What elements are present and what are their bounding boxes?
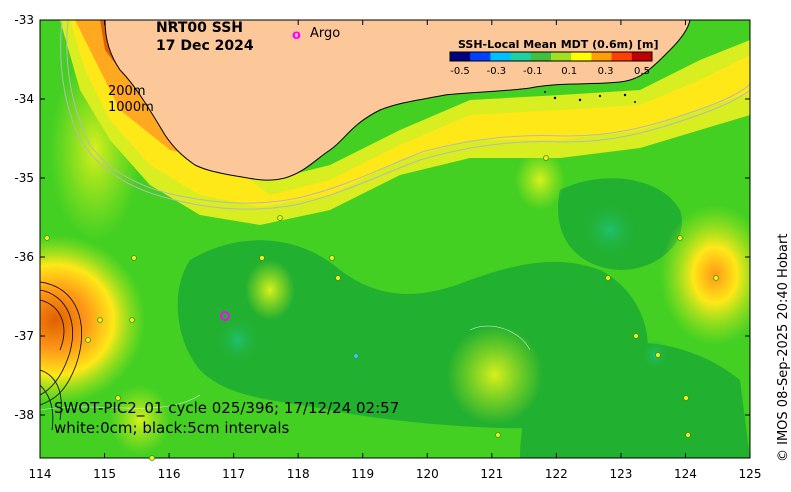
swot-pass-annotation: SWOT-PIC2_01 cycle 025/396; 17/12/24 02:… [54,399,400,417]
float-marker [44,235,50,241]
colorbar-segment [631,52,653,61]
isobaths [60,20,750,210]
isobath-1000m-label: 1000m [108,100,154,115]
isobath-200m-label: 200m [108,84,146,99]
x-tick-label: 116 [158,467,181,481]
colorbar-segment [450,52,471,61]
x-tick-label: 125 [739,467,762,481]
colorbar-tick-label: -0.3 [487,66,507,77]
float-marker [329,255,335,261]
argo-legend-symbol: o [292,28,301,43]
float-marker [713,275,719,281]
colorbar-segment [530,52,552,61]
y-tick-label: -33 [14,13,34,27]
float-marker [543,155,549,161]
x-tick-label: 119 [351,467,374,481]
contour-intervals-annotation: white:0cm; black:5cm intervals [54,419,290,437]
float-marker [683,395,689,401]
float-marker [633,333,639,339]
black-contours [40,281,83,431]
colorbar-segment [490,52,512,61]
east-warm-eddy [660,205,750,345]
x-tick-label: 120 [416,467,439,481]
float-marker [655,352,661,358]
float-marker [605,275,611,281]
colorbar-tick-label: -0.1 [523,66,543,77]
x-tick-label: 122 [545,467,568,481]
teal-eddy-1 [580,200,640,260]
x-tick-label: 115 [93,467,116,481]
colorbar-tick-label: -0.5 [450,66,470,77]
colorbar-tick-label: 0.5 [634,66,650,77]
x-tick-label: 121 [480,467,503,481]
colorbar-frame [449,51,653,62]
y-tick-label: -38 [14,408,34,422]
colorbar-segment [470,52,491,61]
y-tick-label: -37 [14,329,34,343]
colorbar-segment [591,52,613,61]
colorbar-tick-label: 0.3 [598,66,614,77]
x-tick-label: 124 [674,467,697,481]
copyright: © IMOS 08-Sep-2025 20:40 Hobart [776,233,791,462]
white-zero-contour [40,325,531,411]
high-patch-1 [447,325,543,425]
float-marker [259,255,265,261]
x-tick-label: 123 [609,467,632,481]
colorbar-segment [551,52,572,61]
float-marker [97,317,103,323]
colorbar-title: SSH-Local Mean MDT (0.6m) [m] [458,38,659,51]
float-marker [131,255,137,261]
float-marker [335,275,341,281]
x-tick-label: 114 [29,467,52,481]
float-marker [115,395,121,401]
x-tick-label: 118 [287,467,310,481]
float-marker [495,432,501,438]
high-patch-2 [515,150,565,210]
map-title: NRT00 SSH [156,20,244,36]
colorbar-segment [611,52,633,61]
y-tick-label: -35 [14,171,34,185]
argo-legend-label: Argo [310,26,341,41]
teal-eddy-2 [214,314,262,366]
float-marker [277,215,283,221]
float-marker [85,337,91,343]
y-tick-label: -36 [14,250,34,264]
float-marker [685,432,691,438]
coastal-islands [544,91,636,103]
float-marker [353,353,359,359]
colorbar-segment [510,52,532,61]
teal-eddy-3 [641,339,669,371]
float-marker [677,235,683,241]
float-marker [129,317,135,323]
x-tick-label: 117 [222,467,245,481]
plot-frame [39,19,751,459]
high-patch-3 [245,260,295,320]
x-axis: 114 115 116 117 118 119 120 121 122 123 124 125 [29,20,762,481]
low-region-south [520,342,750,458]
argo-float-highlight [220,311,230,321]
map-date: 17 Dec 2024 [156,38,254,54]
y-tick-label: -34 [14,92,34,106]
colorbar-tick-label: 0.1 [561,66,577,77]
y-axis: -33 -34 -35 -36 -37 -38 [14,13,750,422]
colorbar: -0.5 -0.3 -0.1 0.1 0.3 0.5 [449,51,653,77]
colorbar-segment [571,52,592,61]
high-patch-4 [110,385,170,455]
float-marker [149,455,155,461]
argo-floats [44,155,719,461]
